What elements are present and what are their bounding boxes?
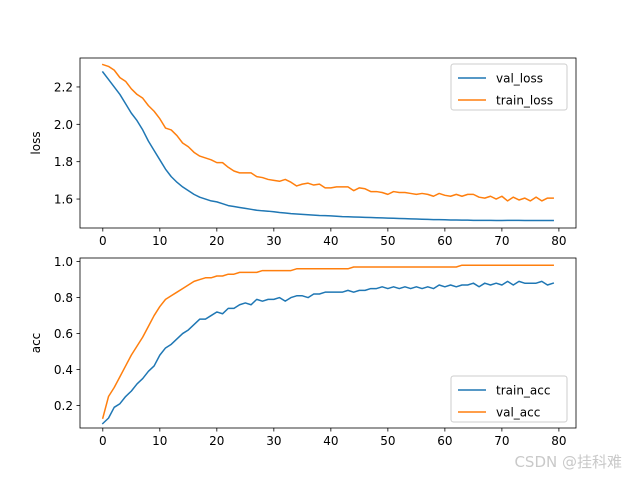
legend-label-val_acc: val_acc (496, 406, 540, 420)
series-line-val_acc (101, 264, 554, 420)
y-tick-label: 0.8 (54, 291, 73, 305)
x-tick-label: 60 (437, 234, 452, 248)
x-tick-label: 80 (551, 434, 566, 448)
accuracy-subplot: 0 10 20 30 40 50 60 70 80 0.2 0.4 0.6 0.8 1.0 acc train… (29, 255, 577, 448)
x-tick-label: 10 (152, 234, 167, 248)
x-tick-label: 50 (380, 234, 395, 248)
y-tick-label: 0.6 (54, 327, 73, 341)
y-tick-label: 1.0 (54, 255, 73, 269)
axes-frame (79, 257, 577, 429)
legend-label-train_acc: train_acc (496, 384, 550, 398)
x-tick-label: 30 (266, 434, 281, 448)
loss-subplot: 0 10 20 30 40 50 60 70 80 1.6 1.8 2.0 2.2 loss val_los… (29, 57, 577, 248)
series-line-val_loss (101, 70, 554, 222)
legend-label-train_loss: train_loss (496, 94, 553, 108)
x-tick-label: 40 (323, 434, 338, 448)
y-axis-label: loss (29, 131, 43, 154)
y-tick-label: 2.2 (54, 80, 73, 94)
y-tick-label: 1.8 (54, 155, 73, 169)
x-tick-label: 20 (209, 234, 224, 248)
x-tick-label: 20 (209, 434, 224, 448)
legend-box (450, 375, 568, 423)
x-tick-label: 10 (152, 434, 167, 448)
y-tick-label: 0.4 (54, 363, 73, 377)
legend-label-val_loss: val_loss (496, 72, 543, 86)
y-tick-label: 2.0 (54, 118, 73, 132)
series-line-train_acc (101, 280, 555, 425)
y-tick-label: 0.2 (54, 399, 73, 413)
watermark: CSDN @挂科难 (514, 453, 622, 471)
x-tick-label: 50 (380, 434, 395, 448)
legend-box (450, 63, 568, 111)
series-line-train_loss (101, 63, 554, 202)
x-tick-label: 40 (323, 234, 338, 248)
x-tick-label: 70 (494, 234, 509, 248)
x-tick-label: 70 (494, 434, 509, 448)
x-tick-label: 30 (266, 234, 281, 248)
x-tick-label: 0 (99, 234, 107, 248)
y-axis-label: acc (29, 333, 43, 354)
axes-frame (79, 57, 577, 229)
x-tick-label: 80 (551, 234, 566, 248)
x-tick-label: 0 (99, 434, 107, 448)
x-tick-label: 60 (437, 434, 452, 448)
y-tick-label: 1.6 (54, 193, 73, 207)
